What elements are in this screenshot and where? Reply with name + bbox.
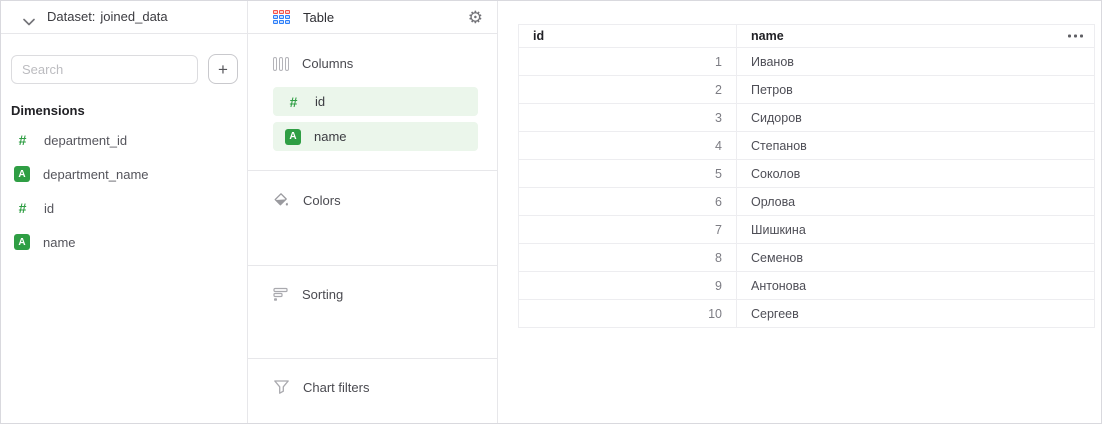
- table-row: 9 Антонова: [518, 271, 1095, 300]
- colors-section-header: Colors: [273, 192, 478, 208]
- cell-id: 9: [518, 271, 737, 300]
- dimensions-heading: Dimensions: [11, 103, 85, 118]
- cell-name: Петров: [736, 75, 1095, 104]
- dataset-selector[interactable]: Dataset: joined_data: [1, 1, 247, 34]
- column-header-name: name: [736, 24, 1095, 48]
- chevron-down-icon: [23, 13, 35, 26]
- number-field-icon: #: [18, 132, 27, 148]
- string-field-icon: A: [14, 166, 30, 182]
- cell-id: 5: [518, 159, 737, 188]
- cell-name: Иванов: [736, 47, 1095, 76]
- table-row: 2 Петров: [518, 75, 1095, 104]
- cell-id: 3: [518, 103, 737, 132]
- column-header-id: id: [518, 24, 737, 48]
- cell-id: 1: [518, 47, 737, 76]
- cell-name: Сидоров: [736, 103, 1095, 132]
- table-row: 3 Сидоров: [518, 103, 1095, 132]
- chart-filters-section[interactable]: Chart filters: [248, 359, 497, 423]
- columns-section-label: Columns: [302, 56, 354, 71]
- field-label: id: [44, 200, 55, 216]
- number-field-icon: #: [289, 93, 298, 110]
- cell-name: Степанов: [736, 131, 1095, 160]
- table-row: 10 Сергеев: [518, 299, 1095, 328]
- table-row: 4 Степанов: [518, 131, 1095, 160]
- table-chart-icon: [273, 10, 290, 24]
- table-row: 1 Иванов: [518, 47, 1095, 76]
- table-row: 5 Соколов: [518, 159, 1095, 188]
- table-header-row: id name: [518, 24, 1095, 48]
- table-row: 7 Шишкина: [518, 215, 1095, 244]
- sorting-icon: [273, 286, 289, 302]
- cell-name: Антонова: [736, 271, 1095, 300]
- dataset-name: joined_data: [100, 9, 168, 24]
- cell-name: Семенов: [736, 243, 1095, 272]
- field-label: department_name: [43, 166, 149, 182]
- cell-name: Соколов: [736, 159, 1095, 188]
- field-item-name[interactable]: A name: [1, 225, 247, 259]
- pill-label: id: [315, 94, 326, 109]
- column-header-name-label: name: [751, 29, 784, 43]
- field-item-department-id[interactable]: # department_id: [1, 123, 247, 157]
- columns-section-header: Columns: [273, 56, 478, 71]
- ellipsis-menu-icon[interactable]: [1068, 34, 1083, 38]
- cell-id: 8: [518, 243, 737, 272]
- chart-preview-area: id name 1 Иванов 2 Петров 3 Сидоров 4 Степан…: [498, 1, 1101, 423]
- cell-id: 10: [518, 299, 737, 328]
- table-row: 6 Орлова: [518, 187, 1095, 216]
- add-field-button[interactable]: +: [208, 54, 238, 84]
- dimensions-list: # department_id A department_name # id A…: [1, 123, 247, 259]
- field-search-row: +: [1, 34, 247, 84]
- columns-icon: [273, 56, 289, 71]
- colors-section-label: Colors: [303, 192, 341, 208]
- dataset-panel: Dataset: joined_data + Dimensions # depar…: [1, 1, 248, 423]
- dataset-label: Dataset:: [47, 9, 96, 24]
- field-item-department-name[interactable]: A department_name: [1, 157, 247, 191]
- string-field-icon: A: [14, 234, 30, 250]
- sorting-section-header: Sorting: [273, 286, 478, 302]
- field-label: name: [43, 234, 76, 250]
- cell-name: Шишкина: [736, 215, 1095, 244]
- preview-table: id name 1 Иванов 2 Петров 3 Сидоров 4 Степан…: [518, 24, 1095, 328]
- paint-bucket-icon: [273, 192, 290, 208]
- cell-id: 2: [518, 75, 737, 104]
- chart-type-header: Table ⚙: [248, 1, 497, 34]
- field-label: department_id: [44, 132, 128, 148]
- string-field-icon: A: [285, 128, 301, 145]
- cell-id: 7: [518, 215, 737, 244]
- cell-name: Сергеев: [736, 299, 1095, 328]
- sorting-section-label: Sorting: [302, 286, 344, 302]
- search-input[interactable]: [11, 54, 198, 84]
- columns-field-list: # id A name: [273, 87, 478, 151]
- number-field-icon: #: [18, 200, 27, 216]
- funnel-icon: [273, 379, 290, 395]
- colors-section[interactable]: Colors: [248, 171, 497, 266]
- chart-type-selector[interactable]: Table: [303, 9, 335, 25]
- sorting-section[interactable]: Sorting: [248, 266, 497, 359]
- column-pill-id[interactable]: # id: [273, 87, 478, 116]
- pill-label: name: [314, 129, 347, 144]
- columns-section[interactable]: Columns # id A name: [248, 34, 497, 171]
- gear-icon[interactable]: ⚙: [467, 7, 483, 27]
- chart-config-panel: Table ⚙ Columns # id A name: [248, 1, 498, 423]
- chart-filters-section-header: Chart filters: [273, 379, 478, 395]
- column-pill-name[interactable]: A name: [273, 122, 478, 151]
- cell-name: Орлова: [736, 187, 1095, 216]
- cell-id: 4: [518, 131, 737, 160]
- field-item-id[interactable]: # id: [1, 191, 247, 225]
- table-row: 8 Семенов: [518, 243, 1095, 272]
- cell-id: 6: [518, 187, 737, 216]
- chart-filters-section-label: Chart filters: [303, 379, 370, 395]
